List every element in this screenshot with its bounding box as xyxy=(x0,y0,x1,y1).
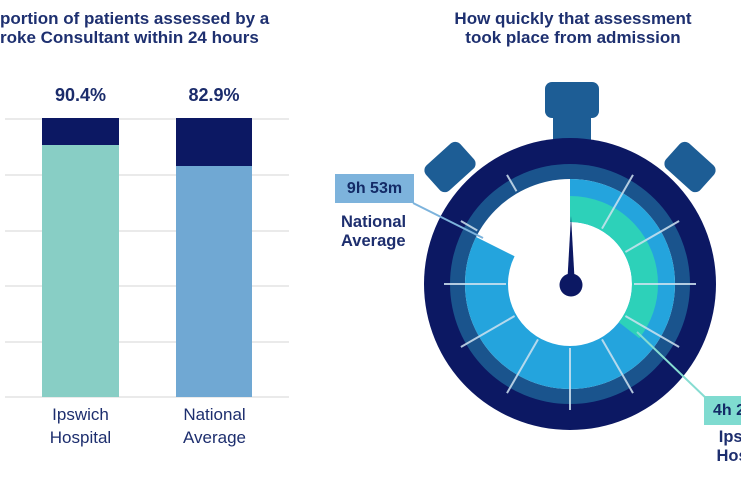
stopwatch-right-button xyxy=(664,141,716,193)
gridline-80 xyxy=(5,174,289,176)
ipswich-label-line1: Ipswich xyxy=(718,428,741,446)
bar-chart-title: portion of patients assessed by a roke C… xyxy=(0,9,300,47)
stopwatch-title: How quickly that assessment took place f… xyxy=(423,9,723,47)
bar-ipswich xyxy=(42,145,119,397)
national-label-line2: Average xyxy=(341,232,406,250)
bar-national-cap xyxy=(176,118,252,166)
gridline-60 xyxy=(5,230,289,232)
stopwatch-top-button-stem xyxy=(553,115,591,141)
gridline-0-baseline xyxy=(5,396,289,398)
connector-national xyxy=(412,202,484,239)
value-label-ipswich: 90.4% xyxy=(54,85,107,105)
national-label-line1: National xyxy=(341,213,407,231)
bar-national xyxy=(176,166,252,397)
ipswich-label-line2: Hospital xyxy=(716,447,741,465)
stopwatch-left-button xyxy=(424,141,476,193)
category-label-national: National Average xyxy=(182,405,246,447)
needle-hub xyxy=(559,273,583,297)
gridline-40 xyxy=(5,285,289,287)
connector-ipswich xyxy=(636,331,709,401)
bar-chart-title-line2: roke Consultant within 24 hours xyxy=(0,27,259,47)
stopwatch-graphic xyxy=(412,82,716,430)
bar-ipswich-cap xyxy=(42,118,119,145)
stopwatch-top-button xyxy=(545,82,599,118)
national-callout-label: National Average xyxy=(341,213,406,251)
value-label-national: 82.9% xyxy=(188,85,240,105)
needle-icon xyxy=(567,216,575,287)
national-time-badge: 9h 53m xyxy=(335,174,414,203)
ipswich-time-badge: 4h 2 xyxy=(704,396,741,425)
bar-chart-title-line1: portion of patients assessed by a xyxy=(0,9,270,28)
gridline-20 xyxy=(5,341,289,343)
category-label-ipswich: Ipswich Hospital xyxy=(49,405,112,447)
stopwatch-title-line1: How quickly that assessment xyxy=(454,9,692,28)
ipswich-callout-label: Ipswich Hospital xyxy=(689,428,741,466)
stopwatch-title-line2: took place from admission xyxy=(465,27,681,47)
dial-ticks xyxy=(444,174,696,410)
gridline-100 xyxy=(5,118,289,120)
